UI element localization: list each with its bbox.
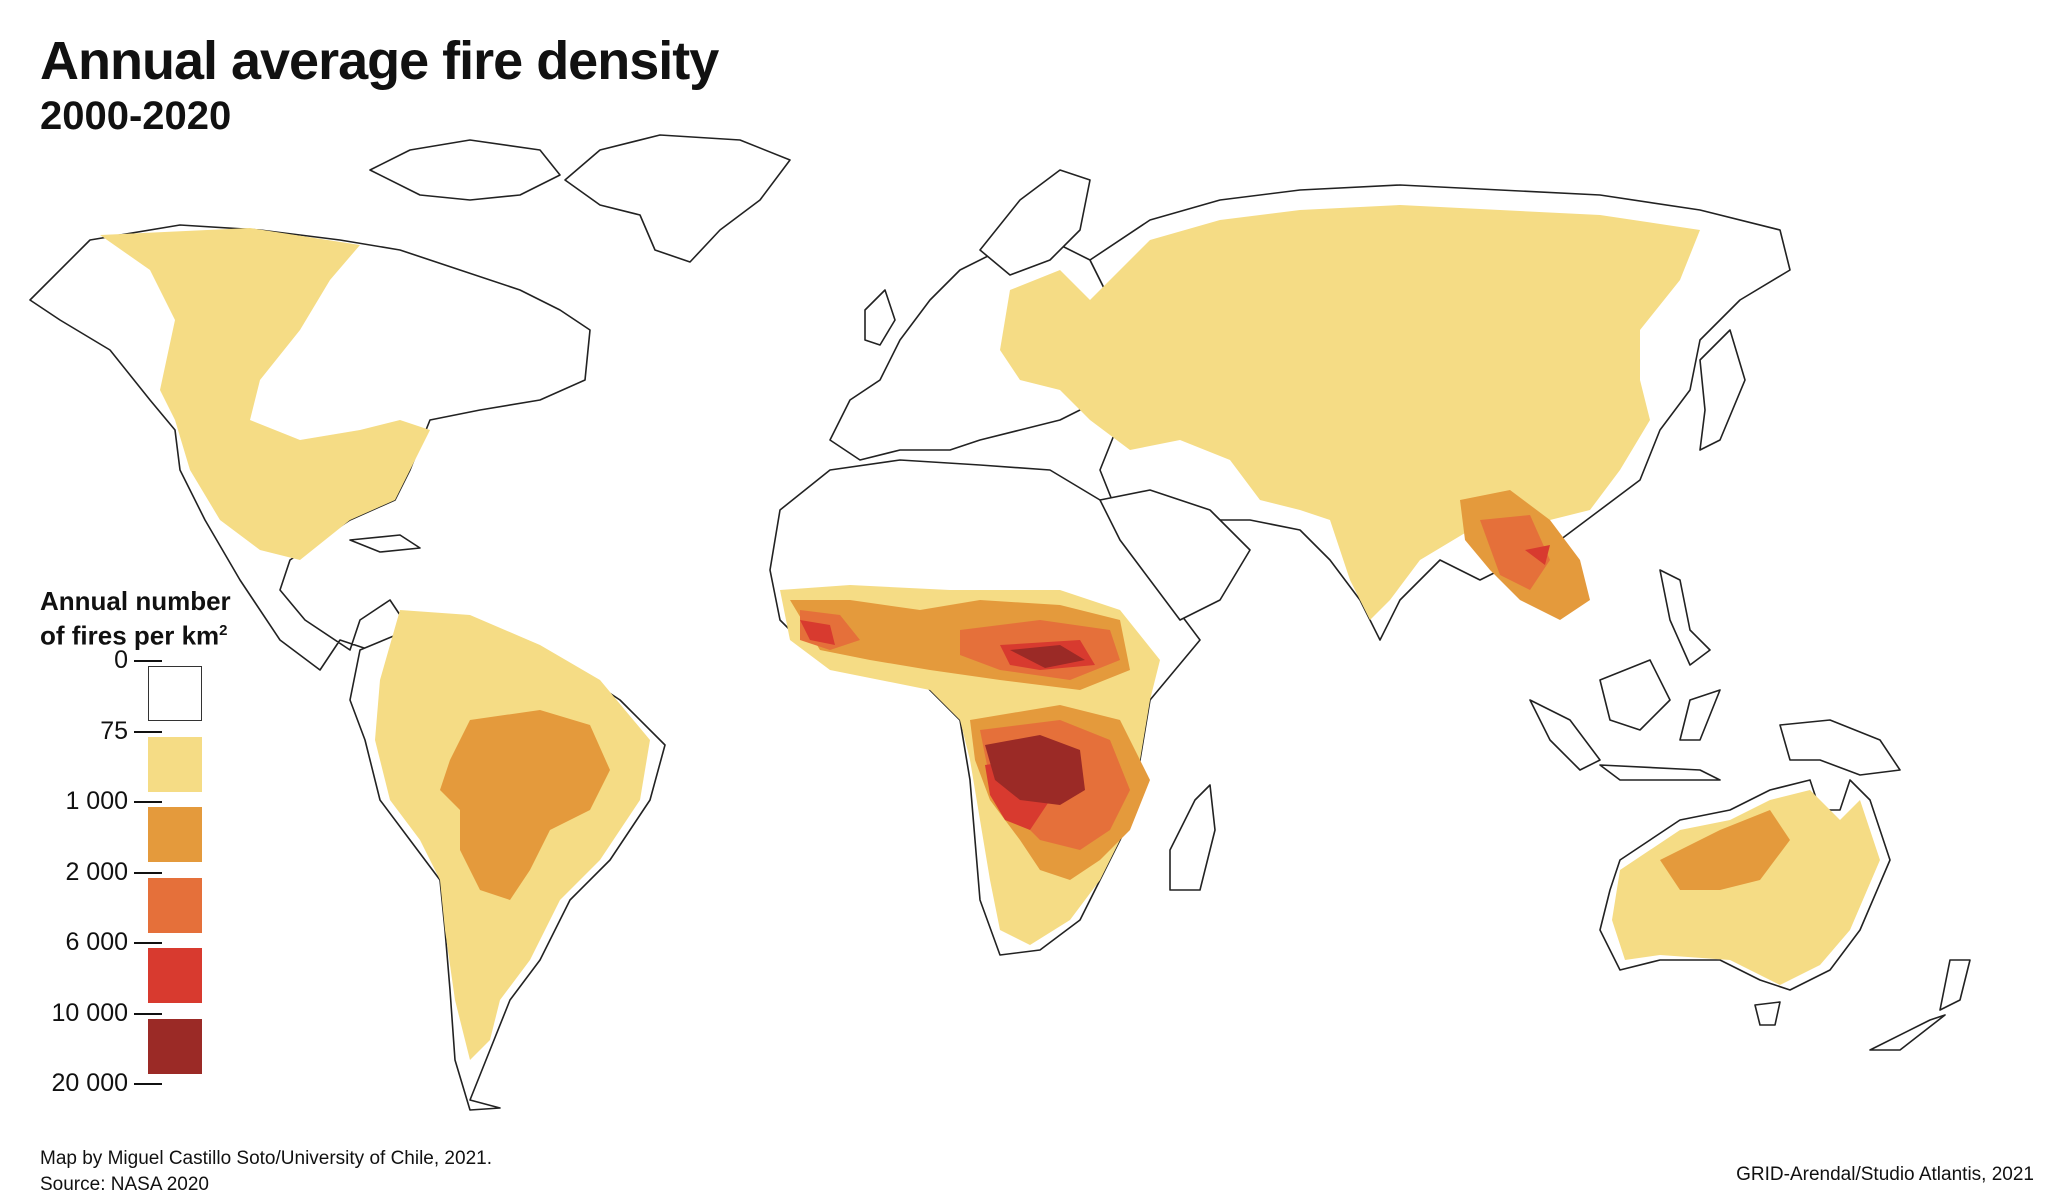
legend-swatch [148,1018,202,1074]
credit-publisher: GRID-Arendal/Studio Atlantis, 2021 [1736,1164,2034,1185]
credit-source: Source: NASA 2020 [40,1174,209,1195]
legend-label: 20 000 [51,1069,128,1097]
landmass-tasmania [1754,1001,1781,1026]
legend-title-superscript: 2 [219,622,228,639]
fire-density-extreme [985,645,1085,805]
landmass-scandinavia [979,169,1091,276]
credit-map-author: Map by Miguel Castillo Soto/University o… [40,1148,492,1169]
legend-title-line2: of fires per km [40,620,220,651]
landmass-greenland [564,134,791,263]
legend-label: 2 000 [65,857,128,886]
legend-label: 1 000 [65,787,128,815]
legend-title: Annual number of fires per km2 [40,586,231,651]
legend-tick [134,660,162,662]
legend-label: 0 [114,646,128,674]
landmass-arabia [1099,489,1251,621]
legend-swatch [148,948,202,1003]
landmass-uk [864,289,896,346]
legend-swatch [148,877,202,933]
legend-label: 6 000 [65,928,128,956]
map-title: Annual average fire density [40,31,719,91]
legend-label: 10 000 [51,998,128,1027]
legend-tick [134,871,162,874]
landmass-caribbean [349,534,421,553]
legend-swatch [148,736,202,792]
landmass-new-zealand [1869,959,1971,1051]
legend-tick [134,1012,162,1015]
legend-tick [134,1083,162,1085]
legend-tick [134,801,162,803]
legend-title-line1: Annual number [40,586,231,616]
map-subtitle: 2000-2020 [40,94,232,138]
landmass-japan [1699,329,1746,451]
landmass-indonesia [1529,659,1721,781]
legend-swatch [148,666,202,721]
landmass-madagascar [1169,784,1216,891]
landmass-arctic-islands [369,139,561,201]
legend-label: 75 [100,716,128,745]
legend-tick [134,942,162,944]
legend-tick [134,730,162,733]
landmass-philippines [1659,569,1711,666]
landmass-new-guinea [1779,719,1901,776]
legend-swatch [148,807,202,862]
